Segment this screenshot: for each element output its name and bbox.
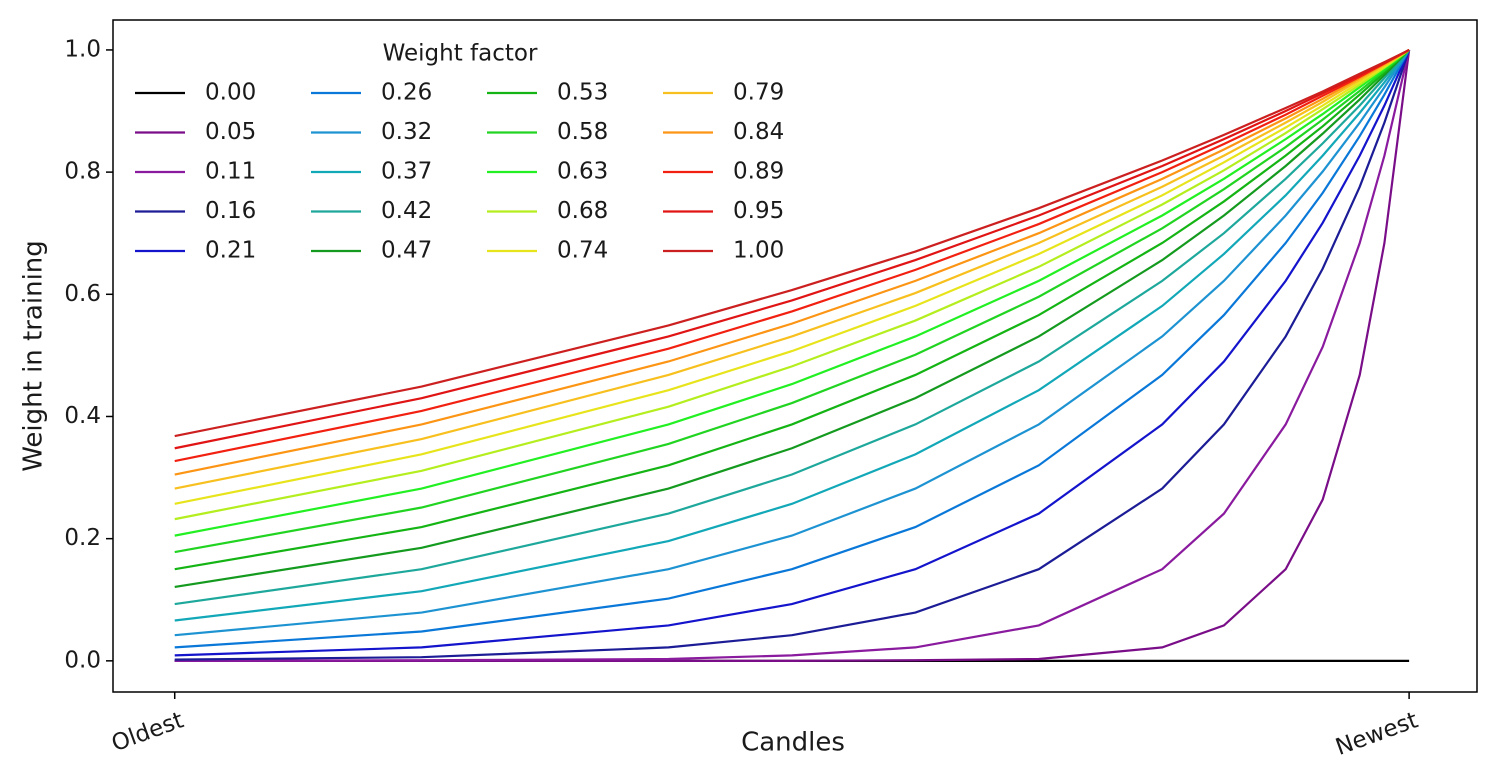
series-line — [174, 49, 1410, 537]
legend-label: 0.37 — [381, 159, 432, 185]
legend-label: 0.89 — [733, 159, 784, 185]
legend-title: Weight factor — [383, 41, 538, 67]
legend-label: 0.42 — [381, 198, 432, 224]
series-line — [174, 49, 1410, 505]
series-line — [174, 49, 1411, 661]
legend-label: 0.47 — [381, 238, 432, 264]
legend-label: 0.26 — [381, 80, 432, 106]
legend-label: 0.68 — [557, 198, 608, 224]
y-tick-label: 0.8 — [64, 159, 101, 185]
legend-label: 0.53 — [557, 80, 608, 106]
series-line — [174, 48, 1410, 490]
legend-label: 0.58 — [557, 119, 608, 145]
legend-label: 0.63 — [557, 159, 608, 185]
series-line — [174, 49, 1411, 662]
series-line — [174, 49, 1411, 637]
series-line — [174, 48, 1410, 450]
y-tick-label: 0.6 — [64, 281, 101, 307]
series-line — [174, 49, 1410, 622]
y-tick-label: 0.0 — [64, 647, 101, 673]
series-line — [174, 49, 1410, 521]
x-axis-title: Candles — [741, 728, 845, 758]
legend-label: 0.95 — [733, 198, 784, 224]
series-line — [174, 49, 1411, 649]
y-tick-label: 1.0 — [64, 36, 101, 62]
legend-label: 0.00 — [205, 80, 256, 106]
series-line — [174, 49, 1411, 662]
series-line — [174, 49, 1410, 589]
plot-frame — [112, 19, 1478, 693]
y-tick-label: 0.2 — [64, 525, 101, 551]
x-tick-label: Oldest — [108, 707, 187, 757]
legend-label: 0.74 — [557, 238, 608, 264]
x-tick-label: Newest — [1332, 707, 1421, 761]
legend-label: 0.11 — [205, 159, 256, 185]
legend-label: 0.32 — [381, 119, 432, 145]
series-line — [174, 48, 1410, 463]
y-tick-label: 0.4 — [64, 403, 101, 429]
series-line — [174, 49, 1410, 571]
series-line — [174, 49, 1411, 657]
legend-label: 0.21 — [205, 238, 256, 264]
y-axis-title: Weight in training — [19, 240, 49, 472]
series-line — [174, 49, 1410, 606]
legend-label: 0.16 — [205, 198, 256, 224]
legend-label: 0.84 — [733, 119, 784, 145]
legend-label: 1.00 — [733, 238, 784, 264]
series-line — [174, 48, 1410, 438]
series-line — [174, 49, 1410, 554]
legend-label: 0.79 — [733, 80, 784, 106]
legend-label: 0.05 — [205, 119, 256, 145]
